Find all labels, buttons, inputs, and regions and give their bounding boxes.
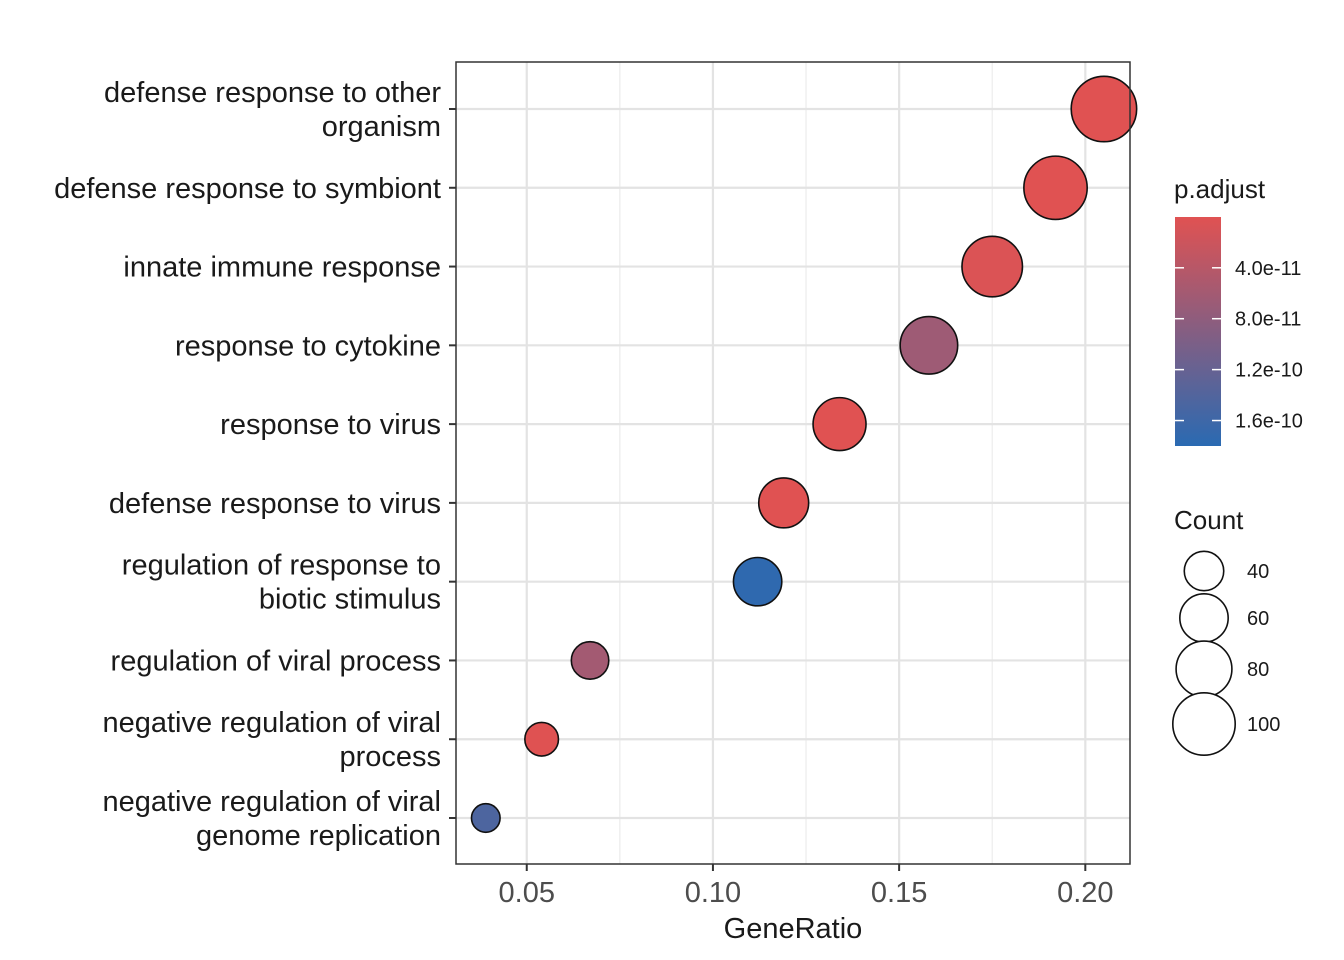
y-tick-label: biotic stimulus <box>259 584 441 616</box>
data-point <box>757 477 810 529</box>
y-tick-label: genome replication <box>196 820 441 852</box>
data-point <box>961 235 1024 298</box>
legend-colorbar-label: 1.6e-10 <box>1235 411 1303 433</box>
data-points <box>470 75 1138 834</box>
data-point <box>732 556 783 607</box>
legend-count-key <box>1175 640 1233 698</box>
x-tick-label: 0.10 <box>685 877 741 909</box>
y-tick-label: response to cytokine <box>175 330 441 362</box>
y-tick-label: process <box>339 741 441 773</box>
y-tick-label: response to virus <box>220 409 441 441</box>
legend-count-label: 100 <box>1247 714 1280 736</box>
legend-count-title: Count <box>1174 505 1244 535</box>
data-point <box>812 396 867 452</box>
data-point <box>470 802 501 834</box>
legend-colorbar-label: 1.2e-10 <box>1235 360 1303 382</box>
legend-count-label: 80 <box>1247 659 1269 681</box>
legend-count-label: 40 <box>1247 561 1269 583</box>
legend-colorbar-label: 8.0e-11 <box>1235 309 1301 331</box>
legend-count-key <box>1172 691 1237 756</box>
y-tick-label: defense response to other <box>104 77 441 109</box>
legend-colorbar <box>1175 217 1221 446</box>
y-tick-label: regulation of response to <box>122 550 441 582</box>
x-axis-title: GeneRatio <box>724 913 863 945</box>
y-tick-label: innate immune response <box>123 252 441 284</box>
data-point <box>524 721 560 757</box>
data-point <box>899 315 959 375</box>
x-tick-label: 0.05 <box>499 877 555 909</box>
y-tick-label: organism <box>322 111 441 143</box>
y-tick-label: regulation of viral process <box>111 645 441 677</box>
x-tick-label: 0.15 <box>871 877 927 909</box>
legend-p-adjust: p.adjust 4.0e-11 8.0e-11 1.2e-10 1.6e-10 <box>1174 174 1303 446</box>
legend-count: Count 40 60 80 100 <box>1172 505 1280 756</box>
y-tick-label: defense response to symbiont <box>54 173 441 205</box>
data-point <box>1023 155 1088 221</box>
data-point <box>1070 75 1138 143</box>
y-tick-label: negative regulation of viral <box>102 707 441 739</box>
x-tick-label: 0.20 <box>1057 877 1113 909</box>
plot-panel-border <box>455 61 1131 865</box>
legend-count-key <box>1179 593 1229 643</box>
y-tick-label: negative regulation of viral <box>102 786 441 818</box>
legend-count-key <box>1183 550 1225 592</box>
data-point <box>570 640 610 680</box>
legend-p-adjust-title: p.adjust <box>1174 174 1266 204</box>
legend-count-label: 60 <box>1247 608 1269 630</box>
x-axis: 0.05 0.10 0.15 0.20 <box>499 864 1114 909</box>
legend-colorbar-label: 4.0e-11 <box>1235 258 1301 280</box>
y-tick-label: defense response to virus <box>109 488 441 520</box>
